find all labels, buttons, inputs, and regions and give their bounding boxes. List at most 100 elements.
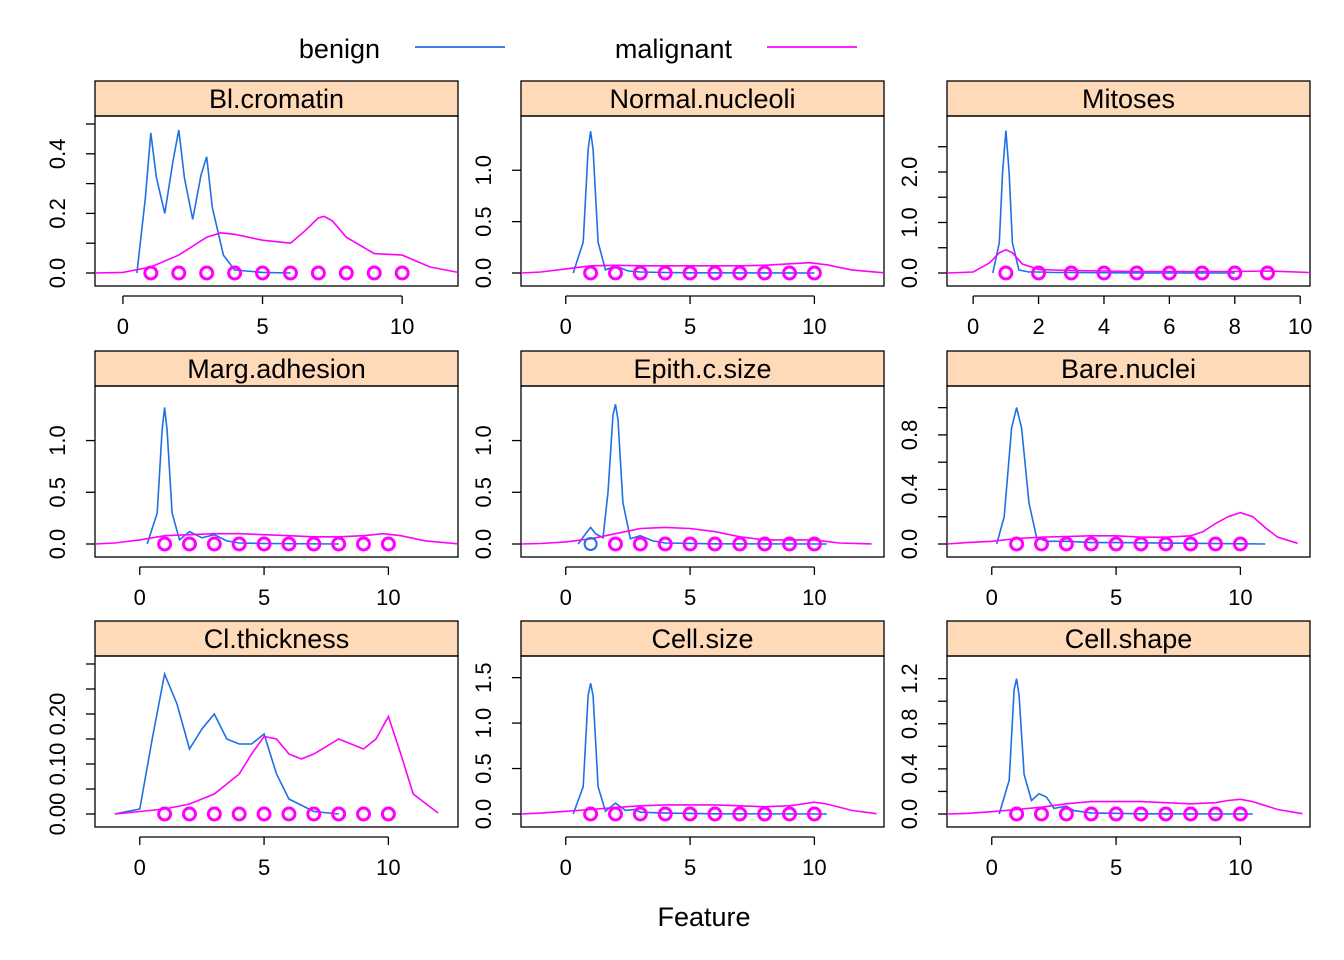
point-malignant <box>281 806 297 822</box>
point-malignant <box>157 536 173 552</box>
y-tick-label: 0.0 <box>471 529 496 560</box>
x-tick-label: 10 <box>802 855 826 880</box>
point-malignant <box>281 536 297 552</box>
x-axis-label: Feature <box>657 902 750 932</box>
point-malignant <box>782 536 798 552</box>
point-malignant <box>1133 536 1149 552</box>
y-axis-mitoses: 0.0 1.0 2.0 <box>897 146 947 289</box>
panel-epith-c-size: Epith.c.size 0.0 0.5 1.0 0 5 10 <box>471 350 885 610</box>
point-malignant <box>757 265 773 281</box>
density-line-benign <box>992 130 1235 274</box>
point-malignant <box>632 536 648 552</box>
point-malignant <box>806 806 822 822</box>
panel-frame-cell-shape <box>946 655 1311 828</box>
point-malignant <box>380 806 396 822</box>
point-malignant <box>331 806 347 822</box>
strip-marg-adhesion <box>94 350 459 387</box>
density-line-benign <box>114 671 339 815</box>
y-tick-label: 0.0 <box>45 258 70 289</box>
point-malignant <box>356 536 372 552</box>
x-tick-label: 5 <box>684 855 696 880</box>
point-malignant <box>331 536 347 552</box>
strip-title-cell-shape: Cell.shape <box>1065 624 1193 654</box>
point-malignant <box>607 265 623 281</box>
x-tick-label: 5 <box>258 855 270 880</box>
point-malignant <box>1033 806 1049 822</box>
point-malignant <box>256 806 272 822</box>
point-malignant <box>607 806 623 822</box>
point-malignant <box>227 265 243 281</box>
point-malignant <box>1183 806 1199 822</box>
strip-mitoses <box>946 80 1311 117</box>
plot-area-epith-c-size <box>521 404 872 552</box>
point-malignant <box>1108 806 1124 822</box>
panel-bare-nuclei: Bare.nuclei 0.0 0.4 0.8 0 5 10 <box>897 350 1311 610</box>
point-malignant <box>806 265 822 281</box>
strip-epith-c-size <box>520 350 885 387</box>
x-axis-bare-nuclei: 0 5 10 <box>986 566 1253 610</box>
panel-frame-marg-adhesion <box>94 385 459 558</box>
x-tick-label: 0 <box>117 314 129 339</box>
strip-title-cell-size: Cell.size <box>651 624 753 654</box>
x-tick-label: 10 <box>1228 585 1252 610</box>
panels: Bl.cromatin 0.0 0.2 0.4 0 5 10 Normal.nucleoli 0… <box>45 80 1312 880</box>
point-malignant <box>338 265 354 281</box>
y-axis-normal-nucleoli: 0.0 0.5 1.0 <box>471 155 521 288</box>
x-tick-label: 10 <box>376 855 400 880</box>
panel-frame-cell-size <box>520 655 885 828</box>
density-line-malignant <box>114 714 439 815</box>
point-malignant <box>1158 806 1174 822</box>
density-line-benign <box>146 407 339 545</box>
y-tick-label: 0.20 <box>45 693 70 736</box>
y-tick-label: 0.5 <box>45 477 70 508</box>
y-tick-label: 0.00 <box>45 793 70 836</box>
y-axis-bare-nuclei: 0.0 0.4 0.8 <box>897 406 947 559</box>
point-malignant <box>1227 265 1243 281</box>
strip-title-mitoses: Mitoses <box>1082 84 1175 114</box>
y-tick-label: 0.4 <box>897 474 922 505</box>
panel-frame-epith-c-size <box>520 385 885 558</box>
point-malignant <box>682 806 698 822</box>
point-malignant <box>310 265 326 281</box>
y-tick-label: 1.2 <box>897 663 922 694</box>
panel-bl-cromatin: Bl.cromatin 0.0 0.2 0.4 0 5 10 <box>45 80 459 339</box>
point-malignant <box>356 806 372 822</box>
point-malignant <box>682 536 698 552</box>
point-malignant <box>1033 536 1049 552</box>
x-tick-label: 0 <box>986 585 998 610</box>
point-malignant <box>181 536 197 552</box>
y-tick-label: 0.8 <box>897 708 922 739</box>
point-malignant <box>306 806 322 822</box>
plot-area-normal-nucleoli <box>521 131 884 281</box>
x-tick-label: 0 <box>967 314 979 339</box>
x-axis-epith-c-size: 0 5 10 <box>560 566 827 610</box>
point-malignant <box>206 536 222 552</box>
x-axis-cell-size: 0 5 10 <box>560 836 827 880</box>
x-tick-label: 0 <box>134 855 146 880</box>
point-malignant <box>366 265 382 281</box>
x-tick-label: 0 <box>986 855 998 880</box>
y-tick-label: 0.5 <box>471 477 496 508</box>
x-tick-label: 0 <box>560 855 572 880</box>
y-tick-label: 0.0 <box>897 258 922 289</box>
y-tick-label: 0.0 <box>471 799 496 830</box>
x-tick-label: 0 <box>560 314 572 339</box>
point-malignant <box>1161 265 1177 281</box>
point-malignant <box>1232 536 1248 552</box>
x-axis-cell-shape: 0 5 10 <box>986 836 1253 880</box>
density-line-malignant <box>95 215 458 274</box>
density-line-malignant <box>521 801 877 815</box>
point-malignant <box>657 806 673 822</box>
point-benign <box>583 537 598 551</box>
point-malignant <box>757 536 773 552</box>
y-tick-label: 0.0 <box>45 529 70 560</box>
point-malignant <box>707 536 723 552</box>
y-tick-label: 0.2 <box>45 198 70 229</box>
x-tick-label: 5 <box>258 585 270 610</box>
plot-area-bare-nuclei <box>947 407 1298 552</box>
point-malignant <box>282 265 298 281</box>
point-malignant <box>732 806 748 822</box>
density-line-benign <box>572 682 827 815</box>
plot-area-mitoses <box>947 130 1310 281</box>
point-malignant <box>157 806 173 822</box>
